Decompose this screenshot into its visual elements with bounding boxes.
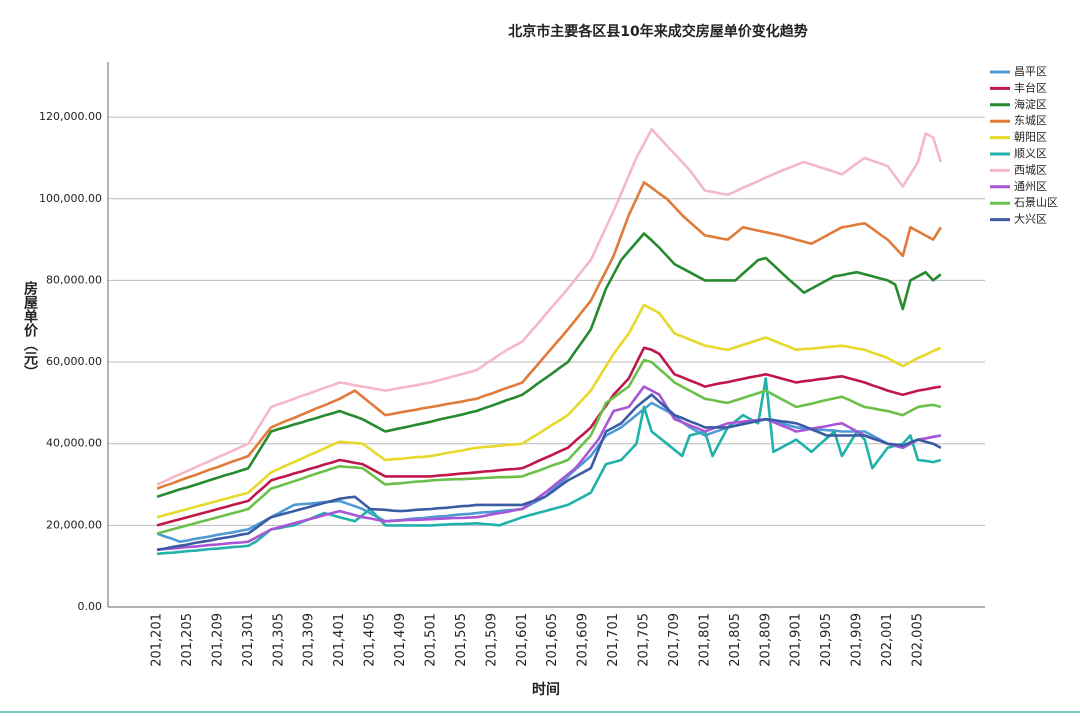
- x-tick-label: 201,205: [180, 613, 195, 667]
- x-tick-label: 201,609: [576, 613, 591, 667]
- legend-label: 海淀区: [1014, 97, 1047, 111]
- x-tick-label: 201,305: [271, 613, 286, 667]
- x-tick-label: 201,601: [515, 613, 530, 667]
- series-line: [156, 346, 942, 527]
- grid: 0.00 20,000.00 40,000.00 60,000.00 80,000.00…: [39, 110, 985, 667]
- y-axis-title: 房屋单价（元）: [22, 280, 39, 379]
- legend-label: 大兴区: [1014, 212, 1047, 226]
- legend-label: 西城区: [1014, 163, 1047, 176]
- series-line: [156, 393, 942, 552]
- legend-label: 石景山区: [1014, 196, 1058, 209]
- legend-label: 通州区: [1014, 180, 1047, 193]
- series-line: [156, 181, 942, 490]
- chart-title: 北京市主要各区县10年来成交房屋单价变化趋势: [508, 23, 807, 40]
- x-tick-label: 201,805: [728, 613, 743, 667]
- y-tick-label: 100,000.00: [39, 192, 102, 205]
- series-line: [156, 128, 943, 486]
- x-tick-label: 201,801: [697, 613, 712, 667]
- y-tick-label: 20,000.00: [46, 518, 102, 531]
- x-tick-label: 202,001: [880, 613, 895, 667]
- legend-label: 朝阳区: [1014, 131, 1047, 144]
- y-tick-label: 120,000.00: [39, 110, 102, 123]
- series-line: [156, 232, 942, 499]
- x-axis-title: 时间: [532, 681, 560, 698]
- y-tick-label: 0.00: [78, 600, 103, 613]
- series-layer: [156, 128, 943, 556]
- legend-label: 东城区: [1014, 114, 1047, 127]
- x-tick-label: 201,809: [758, 613, 773, 667]
- y-tick-label: 40,000.00: [46, 437, 102, 450]
- x-tick-label: 201,301: [241, 613, 256, 667]
- x-tick-label: 201,909: [850, 613, 865, 667]
- x-tick-label: 201,705: [637, 613, 652, 667]
- x-tick-label: 201,905: [819, 613, 834, 667]
- legend-label: 昌平区: [1014, 65, 1047, 78]
- x-tick-label: 201,309: [302, 613, 317, 667]
- series-line: [156, 358, 942, 535]
- series-line: [156, 377, 942, 556]
- legend-label: 顺义区: [1014, 147, 1047, 160]
- x-tick-label: 201,505: [454, 613, 469, 667]
- x-tick-label: 201,509: [484, 613, 499, 667]
- x-tick-label: 201,409: [393, 613, 408, 667]
- y-tick-label: 60,000.00: [46, 355, 102, 368]
- series-line: [156, 303, 942, 519]
- x-tick-label: 202,005: [911, 613, 926, 667]
- x-tick-label: 201,405: [363, 613, 378, 667]
- x-tick-label: 201,701: [606, 613, 621, 667]
- x-tick-label: 201,901: [789, 613, 804, 667]
- y-tick-label: 80,000.00: [46, 273, 102, 286]
- x-tick-label: 201,201: [150, 613, 165, 667]
- x-tick-label: 201,401: [332, 613, 347, 667]
- x-tick-label: 201,605: [545, 613, 560, 667]
- legend-label: 丰台区: [1014, 80, 1047, 94]
- x-tick-label: 201,209: [210, 613, 225, 667]
- x-tick-label: 201,709: [667, 613, 682, 667]
- x-tick-label: 201,501: [423, 613, 438, 667]
